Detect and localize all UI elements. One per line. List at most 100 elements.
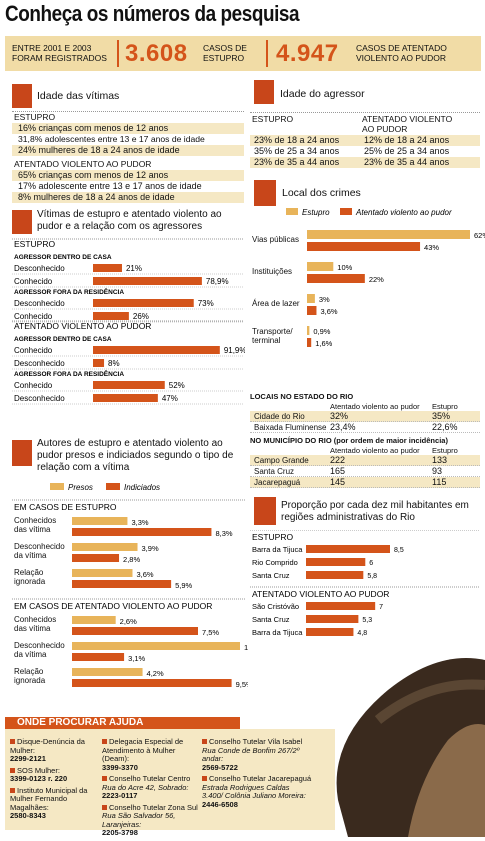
legend-label: Estupro <box>302 208 330 217</box>
relation-chart: ESTUPRO AGRESSOR DENTRO DE CASA Desconheci… <box>12 238 245 405</box>
bar-value-label: 7 <box>379 604 383 611</box>
help-column: Delegacia Especial de Atendimento à Mulh… <box>102 737 198 841</box>
header-period: ENTRE 2001 E 2003 FORAM REGISTRADOS <box>12 43 107 63</box>
bar-value-label: 78,9% <box>206 277 229 286</box>
bar-value-label: 2,8% <box>123 555 140 564</box>
municipio-h2: Estupro <box>432 446 458 455</box>
bar-label: Desconhecido <box>14 359 65 368</box>
bar-value-label: 3,1% <box>128 654 145 663</box>
bar-label: Santa Cruz <box>252 571 290 580</box>
table-cell: 165 <box>330 466 346 476</box>
category-label: Transporte/terminal <box>252 327 293 345</box>
table-cell: 115 <box>432 477 447 487</box>
bar <box>72 528 212 536</box>
table-cell: 133 <box>432 455 448 465</box>
category-label: Relação ignorada <box>14 667 46 685</box>
help-name: Instituto Municipal da Mulher Fernando M… <box>10 785 88 812</box>
section-label: EM CASOS DE ATENTADO VIOLENTO AO PUDOR <box>14 601 212 611</box>
table-cell: 145 <box>330 477 346 487</box>
bar-value-label: 2,6% <box>120 617 137 626</box>
bar-label: Conhecido <box>14 277 53 286</box>
header-label-estupro: CASOS DE ESTUPRO <box>203 43 247 63</box>
bar-value-label: 5,8 <box>367 573 377 580</box>
list-item: 8% mulheres de 18 a 24 anos de idade <box>12 192 244 203</box>
category-label: Conhecidos das vítima <box>14 516 56 534</box>
table-cell: 23% de 35 a 44 anos <box>364 157 450 167</box>
bar-value-label: 52% <box>169 381 185 390</box>
bar-value-label: 9,5% <box>236 680 248 689</box>
bar <box>307 230 470 239</box>
bar-label: Rio Comprido <box>252 558 298 567</box>
help-column: Conselho Tutelar Vila Isabel Rua Conde de… <box>202 737 312 812</box>
bar-value-label: 7,5% <box>202 628 219 637</box>
bar-value-label: 43% <box>424 243 439 252</box>
group-label: AGRESSOR FORA DA RESIDÊNCIA <box>14 287 124 296</box>
help-entry: Instituto Municipal da Mulher Fernando M… <box>10 785 98 821</box>
category-label: Desconhecido da vítima <box>14 542 65 560</box>
help-phone: 2446-6508 <box>202 799 238 809</box>
bar-value-label: 0,9% <box>313 327 330 336</box>
header-divider <box>266 40 268 67</box>
bar <box>72 653 125 661</box>
bar-label: Conhecido <box>14 381 53 390</box>
municipio-h1: Atentado violento ao pudor <box>330 446 420 455</box>
bar <box>307 294 315 303</box>
help-entry: Conselho Tutelar Zona Sul Rua São Salvado… <box>102 802 198 838</box>
help-name: Conselho Tutelar Zona Sul <box>109 802 198 812</box>
header-divider <box>117 40 119 67</box>
people-icon <box>254 497 276 525</box>
bar-value-label: 5,3 <box>362 617 372 624</box>
help-name: Conselho Tutelar Vila Isabel <box>209 737 303 746</box>
category-label: Relação ignorada <box>14 568 46 586</box>
header-band <box>5 36 481 71</box>
bar <box>307 326 310 335</box>
legend-label: Presos <box>68 483 93 492</box>
header-label-atentado: CASOS DE ATENTADO VIOLENTO AO PUDOR <box>356 43 447 63</box>
bar <box>306 602 376 610</box>
bar-value-label: 4,8 <box>357 630 367 637</box>
bar-value-label: 10% <box>337 263 352 272</box>
bar-label: São Cristóvão <box>252 602 299 611</box>
group-label: AGRESSOR DENTRO DE CASA <box>14 336 112 343</box>
proporcao-title: Proporção por cada dez mil habitantes em… <box>281 500 469 523</box>
bullet-icon <box>102 739 107 744</box>
bar-value-label: 8,5 <box>394 547 404 554</box>
locais-estado-h2: Estupro <box>432 402 458 411</box>
help-address: Rua Conde de Bonfim 267/2º andar: <box>202 745 300 763</box>
section-label: EM CASOS DE ESTUPRO <box>14 502 117 512</box>
bar <box>72 569 133 577</box>
help-column: Disque-Denúncia da Mulher: 2299-2121 SOS M… <box>10 737 98 824</box>
bar <box>72 580 172 588</box>
help-name: Delegacia Especial de Atendimento à Mulh… <box>102 737 184 763</box>
help-address: Rua São Salvador 56, Laranjeiras: <box>102 811 176 829</box>
table-cell: 222 <box>330 455 346 465</box>
aggressor-icon <box>254 80 274 104</box>
bar-value-label: 10% <box>244 643 248 652</box>
table-cell: 25% de 25 a 34 anos <box>364 146 450 156</box>
bar-value-label: 21% <box>126 264 142 273</box>
bar <box>72 679 232 687</box>
help-phone: 2580-8343 <box>10 811 46 820</box>
bar <box>93 277 202 285</box>
list-item: 65% crianças com menos de 12 anos <box>12 170 244 181</box>
bar <box>306 545 390 553</box>
bullet-icon <box>202 776 207 781</box>
help-name: Conselho Tutelar Centro <box>109 774 191 783</box>
help-name: Conselho Tutelar Jacarepaguá <box>209 774 312 783</box>
agr-title: Autores de estupro e atentado violento a… <box>37 438 234 473</box>
help-entry: Conselho Tutelar Vila Isabel Rua Conde de… <box>202 737 312 772</box>
table-cell: Santa Cruz <box>254 467 295 476</box>
help-entry: Delegacia Especial de Atendimento à Mulh… <box>102 737 198 772</box>
help-entry: Conselho Tutelar Centro Rua do Acre 42, S… <box>102 774 198 801</box>
help-title: ONDE PROCURAR AJUDA <box>5 717 240 729</box>
legend-swatch-indiciados <box>106 483 120 490</box>
agressor-col-estupro: ESTUPRO <box>252 114 294 124</box>
bar <box>93 264 122 272</box>
help-phone: 3399-0123 r. 220 <box>10 774 68 783</box>
bar-value-label: 3,9% <box>142 544 159 553</box>
help-phone: 2299-2121 <box>10 754 46 763</box>
bullet-icon <box>202 739 207 744</box>
idade-agressor-title: Idade do agressor <box>280 88 365 100</box>
bar-value-label: 3% <box>319 295 330 304</box>
bar-value-label: 4,2% <box>147 669 164 678</box>
